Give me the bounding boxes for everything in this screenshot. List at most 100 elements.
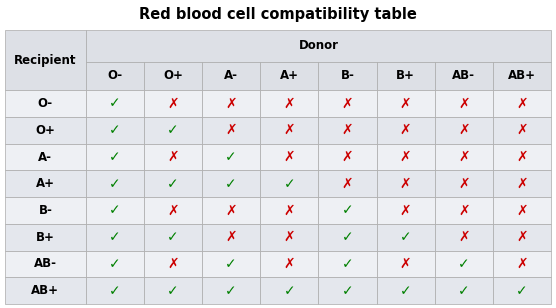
Bar <box>86 251 144 277</box>
Text: Donor: Donor <box>299 39 339 52</box>
Bar <box>5 90 86 117</box>
Bar <box>319 224 376 251</box>
Text: AB+: AB+ <box>508 69 536 83</box>
Bar <box>376 251 435 277</box>
Text: ✗: ✗ <box>284 230 295 244</box>
Bar <box>5 224 86 251</box>
Bar <box>260 62 319 90</box>
Text: ✓: ✓ <box>342 230 353 244</box>
Bar <box>144 90 202 117</box>
Bar <box>376 117 435 144</box>
Text: ✓: ✓ <box>109 257 121 271</box>
Text: ✓: ✓ <box>225 284 237 298</box>
Text: AB-: AB- <box>34 257 57 270</box>
Bar <box>319 251 376 277</box>
Bar <box>435 224 493 251</box>
Text: B+: B+ <box>36 231 55 244</box>
Bar <box>202 170 260 197</box>
Bar <box>86 62 144 90</box>
Bar <box>144 224 202 251</box>
Bar <box>376 224 435 251</box>
Text: ✗: ✗ <box>516 123 528 137</box>
Bar <box>144 144 202 170</box>
Bar <box>319 144 376 170</box>
Text: ✓: ✓ <box>167 230 179 244</box>
Text: B+: B+ <box>396 69 415 83</box>
Bar <box>202 277 260 304</box>
Text: ✗: ✗ <box>400 150 411 164</box>
Text: O+: O+ <box>163 69 183 83</box>
Bar <box>435 170 493 197</box>
Text: ✓: ✓ <box>400 284 411 298</box>
Bar <box>86 197 144 224</box>
Text: ✗: ✗ <box>284 97 295 111</box>
Text: ✓: ✓ <box>342 257 353 271</box>
Bar <box>260 90 319 117</box>
Text: ✗: ✗ <box>516 177 528 191</box>
Bar <box>435 251 493 277</box>
Bar <box>435 197 493 224</box>
Bar <box>260 224 319 251</box>
Bar <box>435 90 493 117</box>
Text: ✗: ✗ <box>284 204 295 217</box>
Text: AB-: AB- <box>452 69 475 83</box>
Bar <box>202 251 260 277</box>
Bar <box>144 251 202 277</box>
Bar <box>260 277 319 304</box>
Bar <box>376 62 435 90</box>
Text: ✓: ✓ <box>167 123 179 137</box>
Text: ✓: ✓ <box>167 177 179 191</box>
Bar <box>5 251 86 277</box>
Text: ✓: ✓ <box>400 230 411 244</box>
Text: ✗: ✗ <box>284 150 295 164</box>
Text: ✗: ✗ <box>516 204 528 217</box>
Bar <box>493 197 551 224</box>
Text: O-: O- <box>38 97 53 110</box>
Text: ✓: ✓ <box>109 284 121 298</box>
Bar <box>319 197 376 224</box>
Text: ✗: ✗ <box>225 204 237 217</box>
Bar <box>86 224 144 251</box>
Text: ✗: ✗ <box>225 97 237 111</box>
Text: ✗: ✗ <box>342 150 353 164</box>
Text: ✓: ✓ <box>225 150 237 164</box>
Text: ✓: ✓ <box>109 204 121 217</box>
Text: ✓: ✓ <box>516 284 528 298</box>
Text: ✗: ✗ <box>458 230 470 244</box>
Bar <box>144 277 202 304</box>
Text: ✓: ✓ <box>109 150 121 164</box>
Bar <box>435 62 493 90</box>
Text: Recipient: Recipient <box>14 54 77 67</box>
Text: A+: A+ <box>280 69 299 83</box>
Bar <box>435 117 493 144</box>
Bar <box>435 277 493 304</box>
Bar <box>5 144 86 170</box>
Text: ✗: ✗ <box>458 177 470 191</box>
Bar <box>376 170 435 197</box>
Text: ✗: ✗ <box>458 204 470 217</box>
Bar <box>376 277 435 304</box>
Bar <box>319 170 376 197</box>
Bar <box>86 90 144 117</box>
Bar <box>202 90 260 117</box>
Bar <box>5 277 86 304</box>
Text: O+: O+ <box>36 124 56 137</box>
Text: ✗: ✗ <box>400 97 411 111</box>
Bar <box>202 144 260 170</box>
Text: ✓: ✓ <box>225 177 237 191</box>
Bar <box>260 144 319 170</box>
Bar <box>260 117 319 144</box>
Text: ✓: ✓ <box>458 284 470 298</box>
Text: ✓: ✓ <box>458 257 470 271</box>
Bar <box>260 197 319 224</box>
Text: ✗: ✗ <box>167 150 179 164</box>
Bar <box>86 30 551 62</box>
Text: ✓: ✓ <box>109 123 121 137</box>
Text: AB+: AB+ <box>31 284 59 297</box>
Text: ✓: ✓ <box>225 257 237 271</box>
Text: ✓: ✓ <box>342 284 353 298</box>
Bar <box>260 170 319 197</box>
Text: ✗: ✗ <box>516 230 528 244</box>
Text: ✗: ✗ <box>400 257 411 271</box>
Bar <box>260 251 319 277</box>
